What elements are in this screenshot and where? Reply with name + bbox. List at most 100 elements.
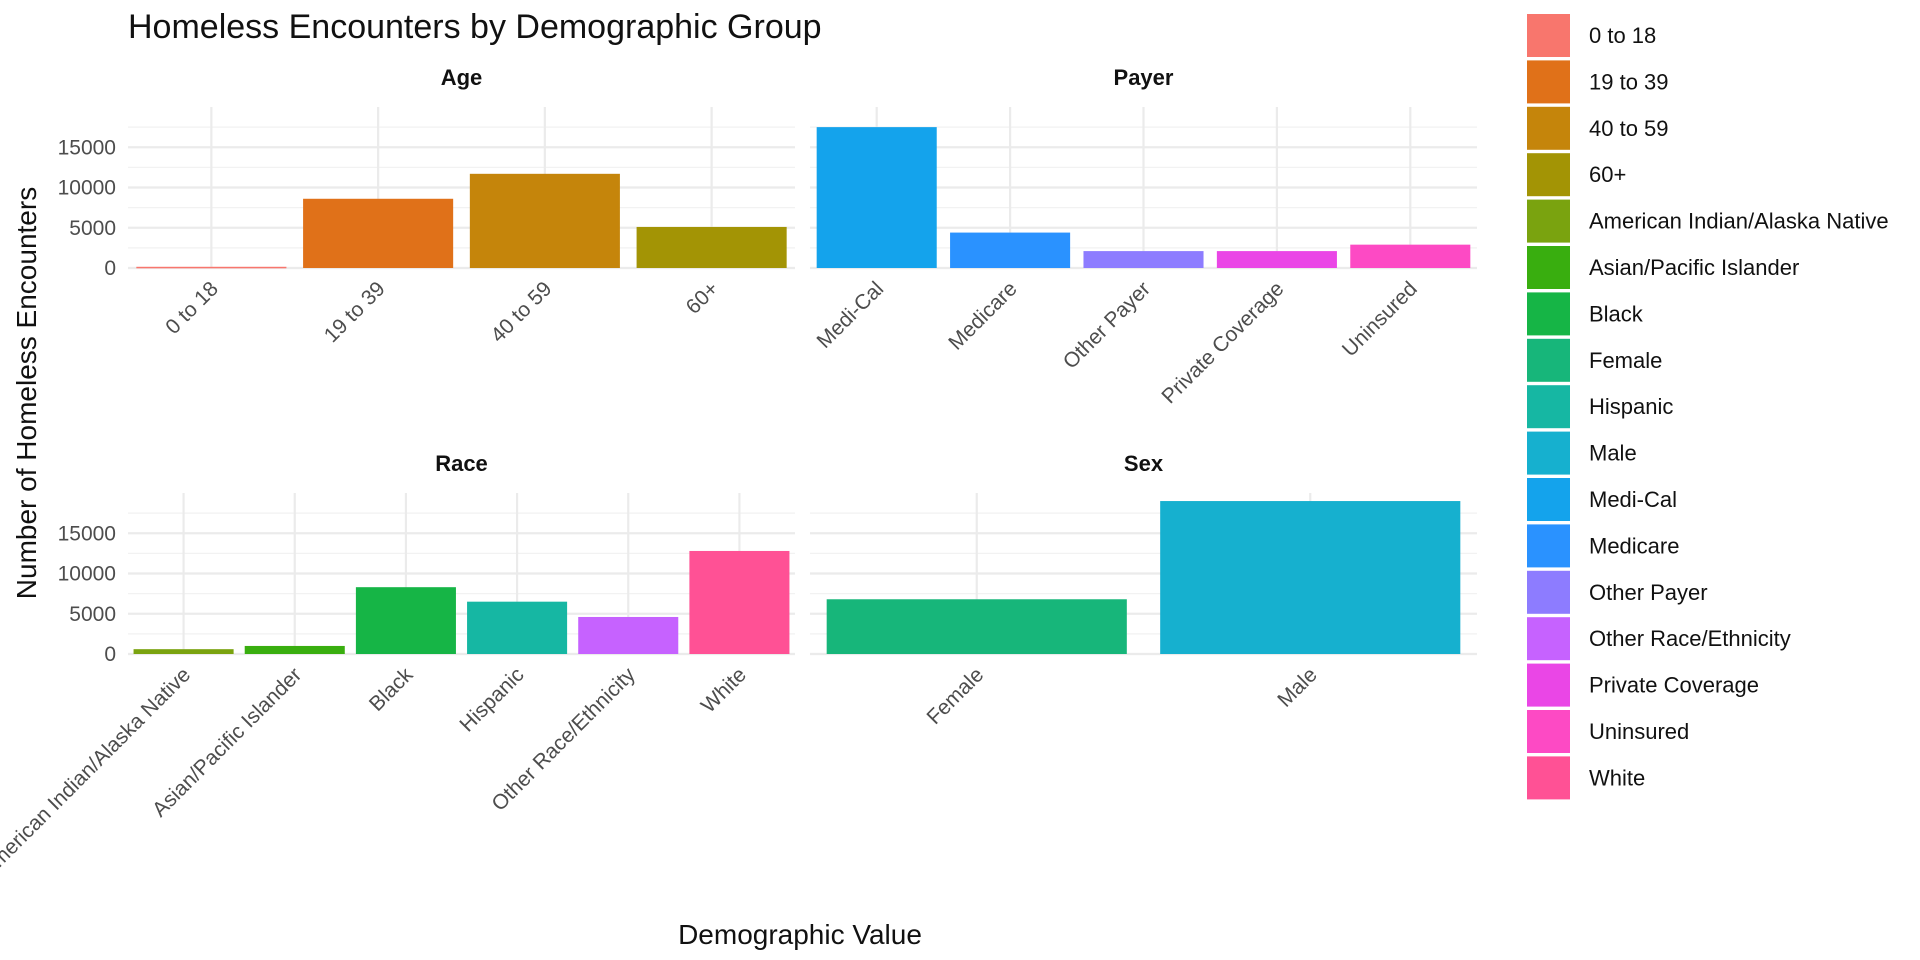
y-tick-label: 10000: [58, 563, 116, 586]
legend-swatch: [1527, 60, 1570, 104]
x-tick-label: Other Payer: [1059, 277, 1155, 373]
legend-swatch: [1527, 524, 1570, 568]
bar-american-indian-alaska-native: [133, 649, 234, 654]
bar-male: [1160, 501, 1461, 654]
legend-swatch: [1527, 617, 1570, 661]
bar-female: [826, 599, 1127, 654]
y-tick-label: 0: [104, 257, 116, 280]
legend-item-female: Female: [1527, 338, 1662, 382]
facet-strip-label: Payer: [1114, 65, 1174, 90]
bar-medi-cal: [816, 127, 937, 268]
bar-60: [636, 226, 787, 268]
x-tick-label: American Indian/Alaska Native: [0, 663, 195, 881]
legend-swatch: [1527, 106, 1570, 150]
legend-item-white: White: [1527, 756, 1645, 800]
legend-label: Male: [1589, 441, 1637, 466]
y-tick-label: 10000: [58, 177, 116, 200]
legend-swatch: [1527, 570, 1570, 614]
legend-swatch: [1527, 756, 1570, 800]
facet-payer: Payer Medi-Cal Medicare Other Payer Private …: [810, 65, 1477, 408]
legend-item-40-to-59: 40 to 59: [1527, 106, 1669, 150]
x-axis-label: Demographic Value: [678, 919, 922, 950]
legend-swatch: [1527, 431, 1570, 475]
legend-item-other-payer: Other Payer: [1527, 570, 1708, 614]
legend-label: Hispanic: [1589, 394, 1673, 419]
legend-item-other-race-ethnicity: Other Race/Ethnicity: [1527, 617, 1791, 661]
legend-label: Medicare: [1589, 533, 1679, 558]
chart-title: Homeless Encounters by Demographic Group: [128, 8, 822, 46]
legend-item-uninsured: Uninsured: [1527, 710, 1689, 753]
legend-label: Uninsured: [1589, 719, 1689, 744]
legend-label: Private Coverage: [1589, 673, 1759, 698]
facet-race: Race 0 5000 10000 15000 American Indian/Alask…: [0, 451, 795, 882]
legend-item-private-coverage: Private Coverage: [1527, 663, 1759, 707]
legend-label: Female: [1589, 348, 1662, 373]
bar-0-to-18: [136, 266, 287, 269]
x-tick-label: Black: [365, 663, 418, 716]
x-tick-label: Medi-Cal: [813, 277, 889, 353]
y-tick-label: 5000: [69, 603, 116, 626]
legend-label: 60+: [1589, 162, 1626, 187]
legend-swatch: [1527, 14, 1570, 57]
legend-label: Medi-Cal: [1589, 487, 1677, 512]
facet-panels: Age 0 5000 10000 15000 0 to 18 19 to 39 40 to 5…: [0, 65, 1477, 882]
facet-strip-label: Sex: [1124, 451, 1164, 476]
legend-item-asian-pacific-islander: Asian/Pacific Islander: [1527, 246, 1799, 289]
bar-black: [355, 587, 456, 654]
x-tick-label: Hispanic: [455, 663, 528, 736]
legend-label: White: [1589, 765, 1645, 790]
legend-swatch: [1527, 478, 1570, 521]
legend-swatch: [1527, 199, 1570, 243]
legend-item-19-to-39: 19 to 39: [1527, 60, 1669, 104]
legend-label: Asian/Pacific Islander: [1589, 255, 1799, 280]
x-tick-label: 60+: [682, 277, 723, 318]
bar-other-payer: [1083, 251, 1204, 268]
legend-item-0-to-18: 0 to 18: [1527, 14, 1656, 57]
legend-item-medicare: Medicare: [1527, 524, 1679, 568]
legend: 0 to 18 19 to 39 40 to 59 60+ American India…: [1527, 14, 1889, 800]
bar-uninsured: [1350, 244, 1471, 268]
legend-swatch: [1527, 153, 1570, 197]
bar-asian-pacific-islander: [244, 645, 345, 654]
legend-swatch: [1527, 663, 1570, 707]
y-tick-label: 15000: [58, 136, 116, 159]
legend-item-black: Black: [1527, 292, 1644, 336]
x-tick-label: 19 to 39: [320, 277, 390, 347]
bar-hispanic: [467, 601, 568, 654]
x-tick-label: 0 to 18: [161, 277, 223, 339]
legend-swatch: [1527, 292, 1570, 336]
facet-strip-label: Age: [441, 65, 483, 90]
x-tick-label: Female: [923, 663, 989, 729]
bar-medicare: [950, 232, 1071, 268]
legend-item-american-indian-alaska-native: American Indian/Alaska Native: [1527, 199, 1889, 243]
facet-age: Age 0 5000 10000 15000 0 to 18 19 to 39 40 to 5…: [58, 65, 795, 347]
bar-private-coverage: [1216, 251, 1337, 268]
x-tick-label: Medicare: [944, 277, 1021, 354]
legend-swatch: [1527, 710, 1570, 753]
legend-label: 0 to 18: [1589, 23, 1656, 48]
bar-white: [689, 550, 790, 654]
y-tick-label: 0: [104, 643, 116, 666]
facet-strip-label: Race: [435, 451, 488, 476]
y-tick-label: 5000: [69, 217, 116, 240]
legend-label: American Indian/Alaska Native: [1589, 209, 1889, 234]
x-tick-label: Private Coverage: [1157, 277, 1288, 408]
x-tick-label: Male: [1273, 663, 1321, 711]
legend-item-male: Male: [1527, 431, 1637, 475]
bar-40-to-59: [469, 173, 620, 268]
x-tick-label: White: [697, 663, 751, 717]
x-tick-label: Uninsured: [1338, 277, 1422, 361]
legend-swatch: [1527, 338, 1570, 382]
y-tick-label: 15000: [58, 522, 116, 545]
legend-item-hispanic: Hispanic: [1527, 385, 1673, 429]
legend-label: 19 to 39: [1589, 69, 1669, 94]
legend-label: 40 to 59: [1589, 116, 1669, 141]
legend-swatch: [1527, 246, 1570, 289]
legend-item-60: 60+: [1527, 153, 1626, 197]
legend-label: Black: [1589, 301, 1644, 326]
x-tick-label: 40 to 59: [486, 277, 556, 347]
y-axis-label: Number of Homeless Encounters: [11, 187, 42, 599]
legend-label: Other Race/Ethnicity: [1589, 626, 1791, 651]
facet-sex: Sex Female Male: [810, 451, 1477, 729]
